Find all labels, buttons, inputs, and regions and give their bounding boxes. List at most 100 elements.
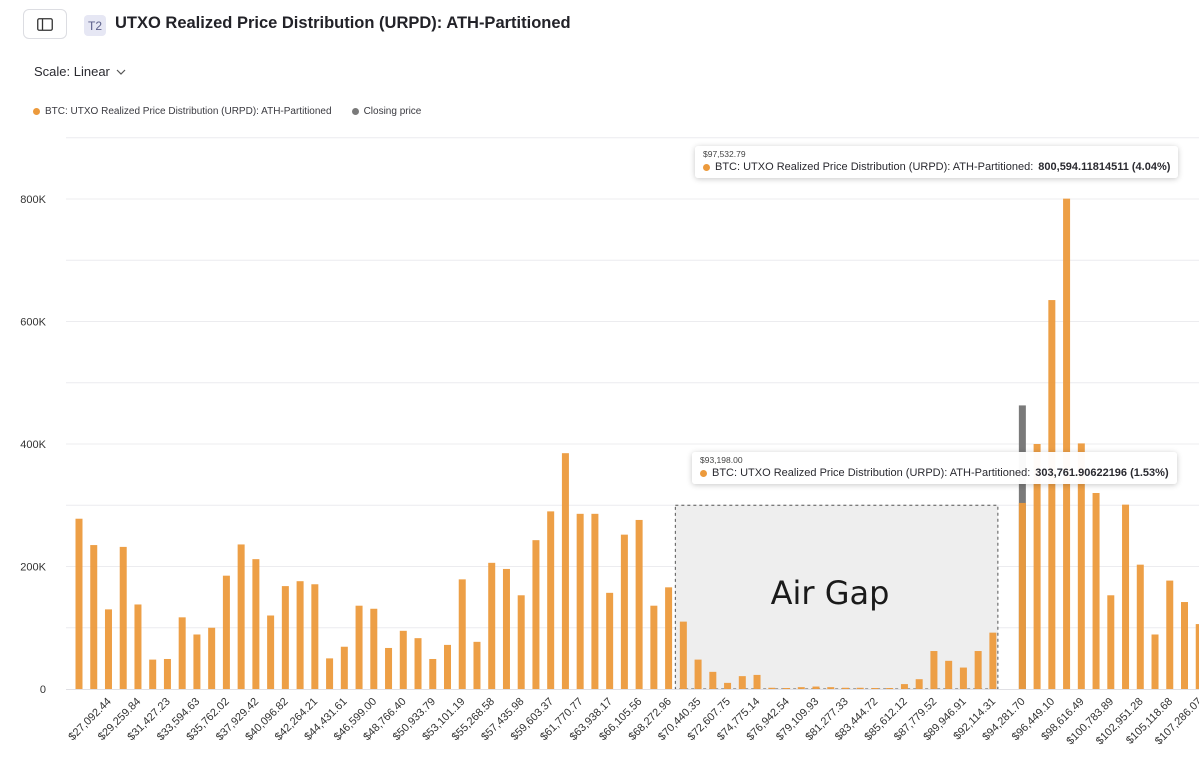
urpd-bar: [561, 453, 569, 689]
urpd-bar: [606, 592, 614, 689]
urpd-bar: [709, 671, 717, 689]
urpd-bar: [502, 568, 510, 689]
tooltip-gap-edge-series: BTC: UTXO Realized Price Distribution (U…: [712, 467, 1031, 479]
y-tick-label: 800K: [20, 194, 46, 206]
urpd-bar: [119, 546, 127, 689]
urpd-bar: [753, 674, 761, 689]
urpd-bar: [679, 621, 687, 689]
urpd-bar: [458, 579, 466, 689]
scale-dropdown[interactable]: Scale: Linear: [34, 64, 126, 79]
urpd-bar: [797, 687, 805, 689]
urpd-bar: [444, 644, 451, 689]
urpd-bar: [1166, 580, 1174, 689]
urpd-bar: [665, 587, 673, 689]
legend-swatch-closing-price: [351, 108, 359, 115]
sidebar-toggle-button[interactable]: [23, 9, 67, 39]
urpd-bar: [635, 519, 643, 689]
urpd-bar: [1063, 198, 1071, 689]
legend-label-closing-price: Closing price: [363, 106, 422, 117]
urpd-bar: [812, 686, 820, 689]
urpd-bar: [414, 638, 422, 689]
tooltip-gap-edge-x: $93,198.00: [700, 455, 743, 465]
y-tick-label: 600K: [20, 317, 46, 329]
urpd-bar: [296, 581, 304, 689]
tooltip-gap-edge-swatch: [700, 469, 707, 477]
urpd-bar: [1033, 444, 1041, 689]
urpd-bar: [900, 684, 908, 689]
urpd-bar: [871, 688, 879, 689]
tooltip-gap-edge: $93,198.00 BTC: UTXO Realized Price Dist…: [692, 452, 1177, 484]
y-tick-label: 400K: [20, 439, 46, 451]
urpd-bar: [724, 682, 732, 689]
urpd-bar: [326, 658, 334, 689]
air-gap-label: Air Gap: [770, 574, 890, 612]
urpd-bar: [1122, 504, 1130, 689]
tooltip-peak-value: 800,594.11814511 (4.04%): [1038, 161, 1171, 173]
urpd-bar: [591, 513, 599, 689]
urpd-bar: [1107, 595, 1115, 689]
urpd-bar: [340, 646, 348, 689]
urpd-bar: [547, 511, 555, 689]
legend-label-urpd: BTC: UTXO Realized Price Distribution (U…: [45, 106, 332, 117]
page-title: UTXO Realized Price Distribution (URPD):…: [115, 14, 571, 32]
tooltip-peak-x: $97,532.79: [703, 149, 746, 159]
urpd-bar: [163, 658, 171, 689]
urpd-bar: [959, 667, 967, 689]
urpd-bar: [429, 658, 437, 689]
urpd-bar: [650, 605, 658, 689]
urpd-bar: [827, 687, 835, 689]
urpd-bar: [399, 630, 407, 689]
chart-legend: BTC: UTXO Realized Price Distribution (U…: [33, 106, 421, 117]
scale-label: Scale: Linear: [34, 64, 110, 79]
urpd-bar: [738, 676, 746, 689]
legend-swatch-urpd: [33, 108, 40, 115]
urpd-bar: [620, 534, 628, 689]
tier-badge: T2: [84, 15, 106, 36]
urpd-bar: [370, 608, 378, 689]
urpd-bar: [267, 615, 275, 689]
urpd-bar: [252, 559, 260, 689]
legend-item-closing-price[interactable]: Closing price: [351, 106, 422, 117]
urpd-bar: [1077, 443, 1085, 689]
urpd-bar: [841, 687, 849, 689]
tooltip-peak-swatch: [703, 163, 710, 171]
urpd-bar: [385, 647, 393, 689]
tooltip-peak-series: BTC: UTXO Realized Price Distribution (U…: [715, 161, 1034, 173]
y-tick-label: 200K: [20, 562, 46, 574]
urpd-bar: [1018, 502, 1026, 689]
urpd-bar: [237, 544, 245, 689]
tooltip-gap-edge-value: 303,761.90622196 (1.53%): [1035, 467, 1169, 479]
urpd-bar: [1048, 300, 1056, 689]
urpd-bar: [193, 634, 201, 689]
urpd-bar: [694, 659, 702, 689]
urpd-bar-chart: 0200K400K600K800K$27,092.44$29,259.84$31…: [20, 137, 1199, 747]
header-bar: T2 UTXO Realized Price Distribution (URP…: [0, 0, 1199, 52]
urpd-bar: [576, 513, 584, 689]
urpd-bar: [989, 632, 997, 689]
y-tick-label: 0: [40, 684, 46, 696]
urpd-bar: [1181, 602, 1188, 689]
urpd-bar: [532, 540, 540, 689]
urpd-bar: [355, 605, 363, 689]
urpd-bar: [208, 627, 216, 689]
urpd-bar: [1092, 493, 1100, 689]
urpd-bar: [488, 562, 496, 689]
urpd-bar: [886, 688, 894, 689]
urpd-bar: [768, 687, 776, 689]
urpd-bar: [915, 679, 923, 689]
urpd-bar: [1151, 634, 1159, 689]
urpd-bar: [134, 604, 142, 689]
legend-item-urpd[interactable]: BTC: UTXO Realized Price Distribution (U…: [33, 106, 332, 117]
urpd-bar: [104, 609, 112, 689]
sidebar-panel-icon: [37, 17, 53, 31]
urpd-bar: [311, 584, 319, 689]
urpd-bar: [1195, 624, 1199, 689]
urpd-bar: [90, 545, 98, 689]
urpd-bar: [783, 688, 791, 689]
chevron-down-icon: [116, 69, 126, 75]
urpd-bar: [281, 586, 289, 689]
urpd-bar: [149, 659, 157, 689]
urpd-bar: [974, 651, 982, 689]
urpd-bar: [178, 617, 186, 689]
tooltip-peak: $97,532.79 BTC: UTXO Realized Price Dist…: [695, 146, 1179, 178]
